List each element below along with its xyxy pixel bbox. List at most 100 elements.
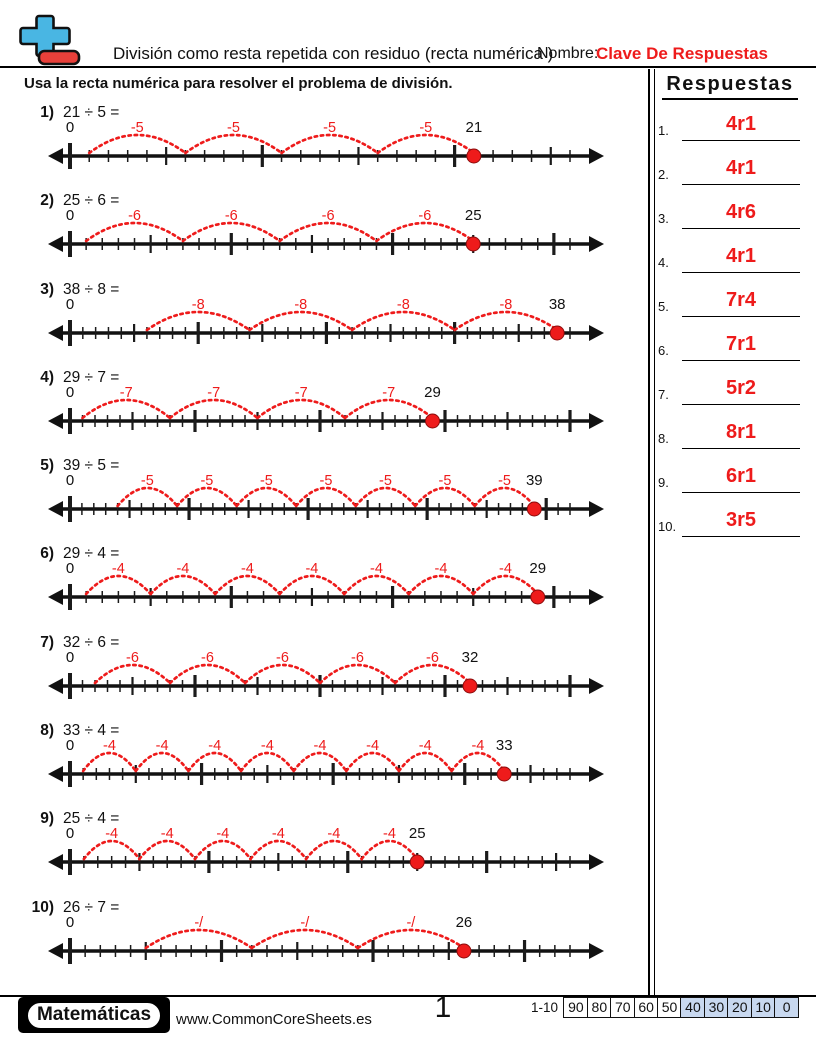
brand-badge: Matemáticas — [18, 997, 170, 1033]
page-title: División como resta repetida con residuo… — [113, 44, 554, 63]
score-cell: 0 — [774, 997, 800, 1018]
problem-block: 1) 21 ÷ 5 = -5 -5 -5 -5 0 21 — [24, 104, 636, 192]
svg-text:-4: -4 — [112, 561, 125, 577]
problem-block: 8) 33 ÷ 4 = -4 -4 -4 -4 -4 -4 -4 -4 0 33 — [24, 722, 636, 810]
svg-text:-6: -6 — [126, 650, 139, 666]
answer-blank-line — [682, 492, 800, 493]
score-cell: 60 — [633, 997, 659, 1018]
problem-equation: 39 ÷ 5 = — [63, 457, 120, 474]
svg-text:-4: -4 — [370, 561, 383, 577]
svg-text:32: 32 — [462, 649, 479, 666]
svg-text:-5: -5 — [419, 120, 432, 136]
svg-text:-4: -4 — [156, 738, 169, 754]
problem-number: 5) — [40, 457, 54, 474]
svg-text:-4: -4 — [241, 561, 254, 577]
problem-block: 4) 29 ÷ 7 = -7 -7 -7 -7 0 29 — [24, 369, 636, 457]
svg-text:0: 0 — [66, 119, 74, 136]
answer-number: 5. — [658, 299, 669, 314]
number-line: -8 -8 -8 -8 0 38 — [48, 296, 604, 346]
problem-equation: 29 ÷ 4 = — [63, 545, 120, 562]
answer-number: 4. — [658, 255, 669, 270]
svg-text:-5: -5 — [131, 120, 144, 136]
problem-number: 4) — [40, 369, 54, 386]
number-line: -7 -7 -7 -7 0 29 — [48, 384, 604, 434]
svg-text:-8: -8 — [294, 297, 307, 313]
svg-text:0: 0 — [66, 207, 74, 224]
score-cell: 30 — [703, 997, 729, 1018]
answers-separator-line — [648, 69, 650, 995]
answers-separator-line — [653, 69, 656, 995]
svg-text:-4: -4 — [435, 561, 448, 577]
svg-text:-4: -4 — [383, 826, 396, 842]
problem-block: 3) 38 ÷ 8 = -8 -8 -8 -8 0 38 — [24, 281, 636, 369]
number-line: -4 -4 -4 -4 -4 -4 0 25 — [48, 825, 604, 875]
problem-block: 9) 25 ÷ 4 = -4 -4 -4 -4 -4 -4 0 25 — [24, 810, 636, 898]
problem-equation: 29 ÷ 7 = — [63, 369, 120, 386]
answer-value: 7r1 — [725, 333, 757, 355]
problem-equation: 33 ÷ 4 = — [63, 722, 120, 739]
problem-number: 9) — [40, 810, 54, 827]
answer-number: 3. — [658, 211, 669, 226]
svg-text:-4: -4 — [499, 561, 512, 577]
svg-text:-4: -4 — [272, 826, 285, 842]
answer-blank-line — [682, 316, 800, 317]
svg-text:25: 25 — [465, 207, 482, 224]
svg-text:-5: -5 — [260, 473, 273, 489]
problem-block: 5) 39 ÷ 5 = -5 -5 -5 -5 -5 -5 -5 0 39 — [24, 457, 636, 545]
svg-text:-7: -7 — [382, 385, 395, 401]
answer-blank-line — [682, 228, 800, 229]
answer-item: 8. 8r1 — [656, 421, 802, 449]
answer-value: 4r6 — [725, 201, 757, 223]
problem-number: 1) — [40, 104, 54, 121]
svg-text:-4: -4 — [103, 738, 116, 754]
svg-text:-4: -4 — [314, 738, 327, 754]
svg-text:-4: -4 — [161, 826, 174, 842]
answer-item: 3. 4r6 — [656, 201, 802, 229]
problem-number: 3) — [40, 281, 54, 298]
svg-text:33: 33 — [496, 737, 513, 754]
score-cell: 90 — [563, 997, 589, 1018]
answer-blank-line — [682, 360, 800, 361]
name-label: Nombre: — [537, 45, 599, 62]
answer-value: 4r1 — [725, 157, 757, 179]
score-cell: 10 — [750, 997, 776, 1018]
number-line: -4 -4 -4 -4 -4 -4 -4 0 29 — [48, 560, 604, 610]
problem-equation: 32 ÷ 6 = — [63, 634, 120, 651]
svg-text:-4: -4 — [105, 826, 118, 842]
svg-text:0: 0 — [66, 914, 74, 931]
svg-text:-6: -6 — [276, 650, 289, 666]
svg-text:-8: -8 — [192, 297, 205, 313]
svg-text:-/: -/ — [406, 915, 416, 931]
svg-text:-/: -/ — [300, 915, 310, 931]
answer-blank-line — [682, 184, 800, 185]
answer-number: 7. — [658, 387, 669, 402]
answer-value: 6r1 — [725, 465, 757, 487]
svg-text:-4: -4 — [208, 738, 221, 754]
svg-text:0: 0 — [66, 825, 74, 842]
svg-text:-5: -5 — [323, 120, 336, 136]
answer-value: 4r1 — [725, 113, 757, 135]
score-cell: 70 — [610, 997, 636, 1018]
answer-blank-line — [682, 140, 800, 141]
svg-text:-8: -8 — [499, 297, 512, 313]
svg-text:29: 29 — [424, 384, 441, 401]
answer-item: 6. 7r1 — [656, 333, 802, 361]
problem-block: 2) 25 ÷ 6 = -6 -6 -6 -6 0 25 — [24, 192, 636, 280]
svg-text:29: 29 — [529, 560, 546, 577]
svg-text:-6: -6 — [426, 650, 439, 666]
answers-title: Respuestas — [662, 73, 798, 100]
plus-minus-logo-icon — [19, 14, 81, 66]
svg-text:0: 0 — [66, 649, 74, 666]
svg-text:25: 25 — [409, 825, 426, 842]
number-line: -5 -5 -5 -5 0 21 — [48, 119, 604, 169]
answer-number: 9. — [658, 475, 669, 490]
svg-text:-7: -7 — [207, 385, 220, 401]
svg-text:-6: -6 — [225, 208, 238, 224]
problem-block: 6) 29 ÷ 4 = -4 -4 -4 -4 -4 -4 -4 0 29 — [24, 545, 636, 633]
svg-text:-7: -7 — [120, 385, 133, 401]
answer-value: 8r1 — [725, 421, 757, 443]
header-rule — [0, 66, 816, 68]
svg-text:-8: -8 — [397, 297, 410, 313]
answer-blank-line — [682, 448, 800, 449]
name-value: Clave De Respuestas — [596, 44, 768, 63]
